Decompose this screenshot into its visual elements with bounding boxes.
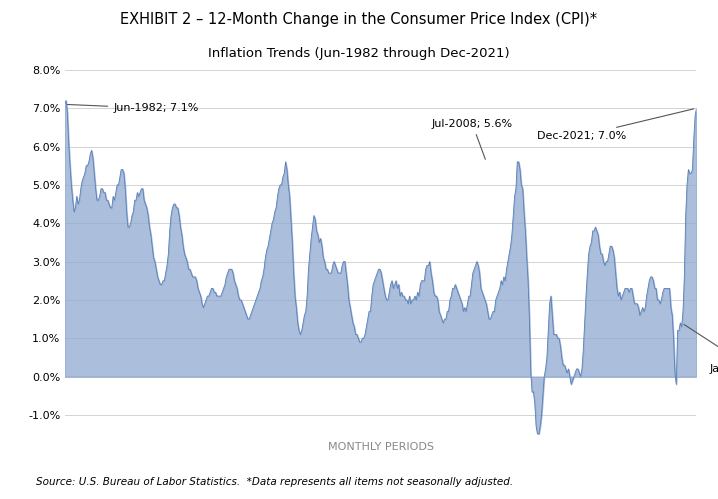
Text: Inflation Trends (Jun-1982 through Dec-2021): Inflation Trends (Jun-1982 through Dec-2… — [208, 47, 510, 60]
Text: Jun-1982; 7.1%: Jun-1982; 7.1% — [67, 103, 199, 113]
Text: EXHIBIT 2 – 12-Month Change in the Consumer Price Index (CPI)*: EXHIBIT 2 – 12-Month Change in the Consu… — [121, 12, 597, 27]
Text: Source: U.S. Bureau of Labor Statistics.  *Data represents all items not seasona: Source: U.S. Bureau of Labor Statistics.… — [36, 477, 513, 487]
Text: Dec-2021; 7.0%: Dec-2021; 7.0% — [537, 109, 694, 141]
Text: Jul-2008; 5.6%: Jul-2008; 5.6% — [432, 119, 513, 159]
Text: Jan-2021. 1.4%: Jan-2021. 1.4% — [684, 324, 718, 374]
X-axis label: MONTHLY PERIODS: MONTHLY PERIODS — [327, 443, 434, 453]
